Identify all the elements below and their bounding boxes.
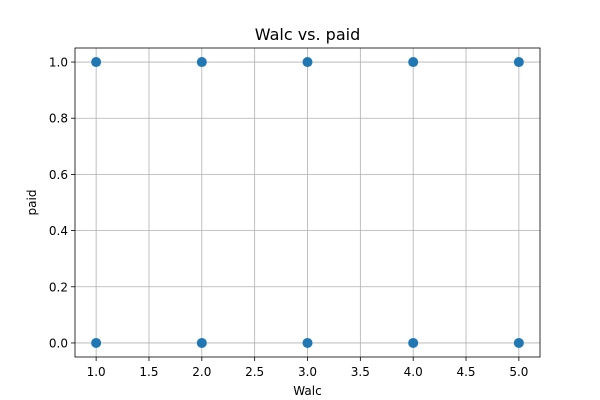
data-point [302,337,313,348]
data-point [408,337,419,348]
data-points [91,57,524,348]
x-axis-label: Walc [293,384,321,398]
x-tick-label: 2.0 [192,365,211,379]
x-tick-label: 1.5 [139,365,158,379]
data-point [91,337,102,348]
y-tick-label: 0.2 [49,280,68,294]
x-tick-label: 3.5 [351,365,370,379]
data-point [408,57,419,68]
data-point [513,57,524,68]
x-tick-label: 2.5 [245,365,264,379]
y-tick-label: 0.4 [49,224,68,238]
y-tick-label: 0.6 [49,168,68,182]
y-axis-ticks: 0.0 0.2 0.4 0.6 0.8 1.0 [49,56,75,350]
data-point [513,337,524,348]
data-point [91,57,102,68]
x-tick-label: 4.5 [456,365,475,379]
chart-title: Walc vs. paid [255,25,360,44]
x-tick-label: 1.0 [87,365,106,379]
y-tick-label: 0.8 [49,112,68,126]
y-tick-label: 0.0 [49,336,68,350]
x-tick-label: 5.0 [509,365,528,379]
data-point [196,337,207,348]
data-point [196,57,207,68]
grid [75,48,540,357]
data-point [302,57,313,68]
x-axis-ticks: 1.0 1.5 2.0 2.5 3.0 3.5 4.0 4.5 5.0 [87,357,528,379]
y-axis-label: paid [25,190,39,216]
y-tick-label: 1.0 [49,56,68,70]
x-tick-label: 3.0 [298,365,317,379]
x-tick-label: 4.0 [404,365,423,379]
